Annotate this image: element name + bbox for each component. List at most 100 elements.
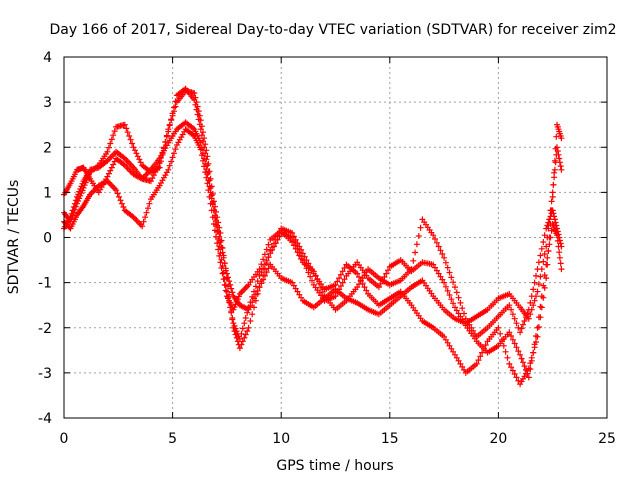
data-point bbox=[475, 340, 478, 343]
data-point bbox=[176, 144, 178, 146]
data-point bbox=[465, 324, 467, 327]
data-point bbox=[465, 317, 467, 320]
data-point bbox=[519, 331, 521, 334]
y-tick-label: 4 bbox=[43, 50, 52, 66]
data-point bbox=[545, 227, 547, 230]
data-point bbox=[226, 295, 228, 297]
data-point bbox=[536, 290, 539, 293]
series-2 bbox=[61, 87, 565, 388]
data-point bbox=[124, 209, 126, 212]
data-point bbox=[410, 268, 413, 270]
data-point bbox=[302, 261, 304, 264]
data-point bbox=[302, 252, 304, 255]
data-point bbox=[226, 290, 228, 293]
data-point bbox=[176, 128, 178, 130]
x-tick-label: 0 bbox=[60, 431, 69, 447]
data-point bbox=[323, 288, 326, 291]
data-point bbox=[69, 227, 72, 230]
data-point bbox=[475, 335, 478, 338]
data-point bbox=[193, 135, 196, 137]
data-point bbox=[280, 229, 283, 232]
data-point bbox=[356, 261, 359, 264]
data-point bbox=[519, 383, 521, 385]
data-point bbox=[184, 87, 187, 90]
data-point bbox=[269, 238, 272, 241]
y-tick-label: -4 bbox=[38, 411, 52, 427]
data-point bbox=[536, 326, 539, 329]
data-point bbox=[323, 295, 326, 297]
data-point bbox=[150, 171, 152, 173]
data-point bbox=[158, 162, 161, 164]
data-point bbox=[356, 286, 359, 288]
data-point bbox=[545, 245, 547, 248]
data-point bbox=[193, 99, 196, 101]
data-point bbox=[115, 150, 117, 153]
data-point bbox=[367, 268, 369, 270]
data-point bbox=[421, 320, 424, 322]
data-point bbox=[89, 178, 91, 180]
data-point bbox=[239, 293, 241, 295]
data-point bbox=[124, 164, 126, 167]
data-point bbox=[497, 345, 500, 347]
data-point bbox=[239, 347, 241, 349]
data-point bbox=[556, 146, 558, 149]
data-point bbox=[132, 166, 135, 169]
data-point bbox=[356, 272, 359, 275]
data-point bbox=[454, 354, 456, 356]
data-point bbox=[76, 169, 78, 171]
data-point bbox=[247, 284, 250, 286]
y-tick-label: 2 bbox=[43, 140, 52, 156]
y-tick-label: 3 bbox=[43, 95, 52, 111]
data-point bbox=[497, 297, 500, 300]
data-point bbox=[497, 326, 500, 329]
data-point bbox=[82, 187, 85, 189]
data-point bbox=[508, 363, 511, 365]
data-point bbox=[508, 304, 511, 306]
data-point bbox=[76, 214, 78, 216]
data-point bbox=[247, 326, 250, 329]
grid-layer bbox=[64, 57, 607, 418]
data-point bbox=[106, 180, 109, 182]
data-point bbox=[206, 164, 209, 167]
data-point bbox=[232, 308, 235, 311]
data-point bbox=[269, 263, 272, 266]
data-point bbox=[167, 130, 170, 133]
data-point bbox=[89, 193, 91, 196]
data-point bbox=[367, 277, 369, 279]
data-point bbox=[421, 218, 424, 221]
data-point bbox=[560, 245, 563, 248]
data-point bbox=[184, 128, 187, 130]
data-point bbox=[556, 123, 558, 126]
data-point bbox=[115, 189, 117, 191]
data-point bbox=[291, 232, 293, 234]
data-point bbox=[443, 308, 445, 311]
data-point bbox=[508, 293, 511, 295]
data-point bbox=[432, 263, 435, 266]
data-point bbox=[158, 166, 161, 169]
data-point bbox=[106, 159, 109, 162]
data-point bbox=[497, 315, 500, 318]
data-point bbox=[551, 191, 554, 194]
data-point bbox=[97, 191, 100, 194]
data-point bbox=[345, 275, 348, 277]
data-point bbox=[389, 297, 391, 300]
data-point bbox=[312, 270, 315, 273]
data-point bbox=[97, 184, 100, 187]
data-point bbox=[519, 306, 521, 309]
data-point bbox=[82, 166, 85, 169]
data-point bbox=[486, 351, 489, 354]
data-point bbox=[150, 198, 152, 200]
data-marks bbox=[61, 85, 565, 388]
data-point bbox=[312, 284, 315, 286]
data-point bbox=[378, 313, 380, 316]
data-point bbox=[556, 227, 558, 230]
data-point bbox=[291, 236, 293, 239]
data-point bbox=[106, 175, 109, 178]
data-point bbox=[443, 257, 445, 259]
data-point bbox=[239, 304, 241, 306]
data-point bbox=[193, 128, 196, 130]
data-point bbox=[176, 94, 178, 97]
axis-ticks: 0 5 10 15 20 25 -4 -3 -2 -1 0 1 2 3 4 bbox=[38, 50, 616, 447]
data-point bbox=[475, 315, 478, 318]
data-point bbox=[184, 121, 187, 124]
